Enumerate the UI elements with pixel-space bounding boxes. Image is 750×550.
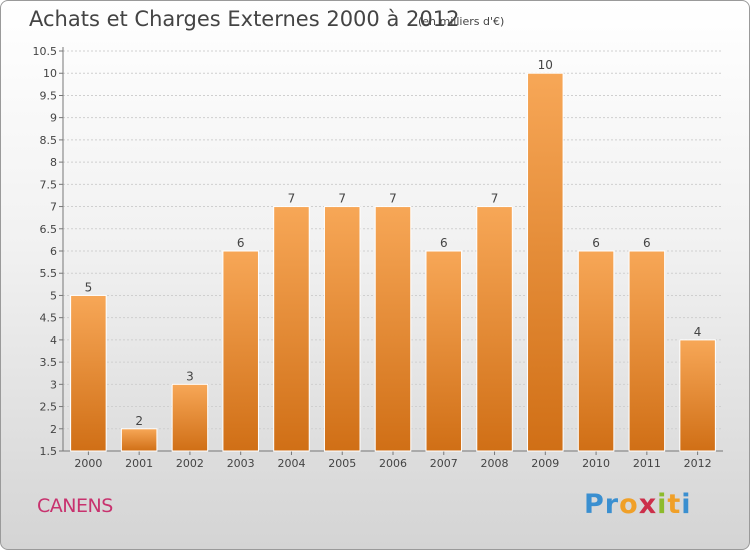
x-tick-label: 2012 bbox=[684, 457, 712, 470]
data-label: 7 bbox=[288, 192, 296, 206]
proxiti-logo: Proxiti bbox=[584, 489, 692, 520]
x-tick-label: 2003 bbox=[227, 457, 255, 470]
axes: 1.5 2 2.5 3 3.5 4 4.5 5 5.5 6 6.5 7 7.5 8 8.5 9 9.5 10 10.… bbox=[33, 45, 723, 470]
bar-2005 bbox=[323, 206, 361, 452]
data-label: 2 bbox=[135, 414, 143, 428]
data-label: 6 bbox=[440, 236, 448, 250]
data-label: 6 bbox=[237, 236, 245, 250]
bar-2000 bbox=[70, 294, 107, 452]
y-tick-label: 5.5 bbox=[40, 267, 58, 280]
data-label: 10 bbox=[538, 58, 553, 72]
y-tick-label: 5 bbox=[50, 289, 57, 302]
y-tick-label: 10 bbox=[43, 67, 57, 80]
y-tick-label: 3 bbox=[50, 378, 57, 391]
commune-name: CANENS bbox=[37, 495, 113, 517]
bar-2011 bbox=[628, 250, 666, 452]
chart-subtitle: (en milliers d'€) bbox=[418, 15, 505, 28]
chart-title: Achats et Charges Externes 2000 à 2012 bbox=[29, 7, 460, 31]
y-tick-label: 8.5 bbox=[40, 134, 58, 147]
bar-2003 bbox=[222, 250, 259, 452]
data-label: 3 bbox=[186, 369, 194, 383]
bars bbox=[70, 72, 716, 452]
bar-2010 bbox=[577, 250, 615, 452]
data-labels: 5 2 3 6 7 7 7 6 7 10 6 6 4 bbox=[85, 58, 702, 428]
data-label: 7 bbox=[389, 192, 397, 206]
y-tick-label: 7 bbox=[50, 201, 57, 214]
y-tick-label: 9 bbox=[50, 112, 57, 125]
data-label: 5 bbox=[85, 280, 93, 294]
x-tick-label: 2001 bbox=[125, 457, 153, 470]
y-tick-label: 2 bbox=[50, 423, 57, 436]
bar-2002 bbox=[171, 383, 209, 452]
x-tick-label: 2005 bbox=[328, 457, 356, 470]
bar-2009 bbox=[527, 72, 564, 452]
y-tick-label: 7.5 bbox=[40, 178, 58, 191]
bar-2008 bbox=[476, 206, 513, 452]
bar-2006 bbox=[374, 206, 412, 452]
x-tick-label: 2000 bbox=[74, 457, 102, 470]
data-label: 6 bbox=[592, 236, 600, 250]
data-label: 6 bbox=[643, 236, 651, 250]
y-tick-label: 4 bbox=[50, 334, 57, 347]
x-tick-label: 2011 bbox=[633, 457, 661, 470]
y-tick-label: 9.5 bbox=[40, 89, 58, 102]
x-tick-label: 2010 bbox=[582, 457, 610, 470]
x-tick-label: 2009 bbox=[531, 457, 559, 470]
data-label: 4 bbox=[694, 325, 702, 339]
x-tick-label: 2002 bbox=[176, 457, 204, 470]
data-label: 7 bbox=[491, 192, 499, 206]
data-label: 7 bbox=[338, 192, 346, 206]
y-tick-label: 1.5 bbox=[40, 445, 58, 458]
bar-2007 bbox=[425, 250, 463, 452]
logo-letter: r bbox=[604, 489, 620, 520]
logo-letter: P bbox=[584, 489, 605, 520]
logo-letter: i bbox=[657, 489, 668, 520]
logo-letter: t bbox=[667, 489, 682, 520]
y-tick-label: 8 bbox=[50, 156, 57, 169]
y-tick-label: 10.5 bbox=[33, 45, 58, 58]
y-tick-label: 2.5 bbox=[40, 401, 58, 414]
y-tick-label: 6.5 bbox=[40, 223, 58, 236]
logo-letter: x bbox=[638, 489, 658, 520]
x-tick-label: 2008 bbox=[481, 457, 509, 470]
bar-2001 bbox=[120, 428, 158, 452]
x-tick-label: 2004 bbox=[277, 457, 305, 470]
logo-letter: o bbox=[619, 489, 639, 520]
x-tick-label: 2007 bbox=[430, 457, 458, 470]
bar-2004 bbox=[273, 206, 310, 452]
y-tick-label: 4.5 bbox=[40, 312, 58, 325]
x-tick-label: 2006 bbox=[379, 457, 407, 470]
y-tick-label: 6 bbox=[50, 245, 57, 258]
bar-2012 bbox=[679, 339, 716, 452]
logo-letter: i bbox=[681, 489, 692, 520]
y-tick-label: 3.5 bbox=[40, 356, 58, 369]
